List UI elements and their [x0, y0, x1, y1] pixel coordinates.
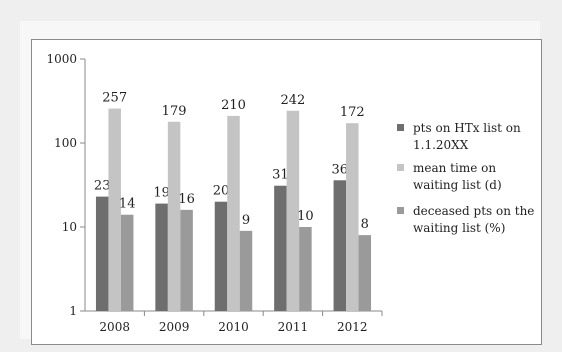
data-label: 210 [221, 98, 246, 113]
data-label: 10 [297, 209, 314, 224]
bar-2010-series-1 [214, 201, 228, 311]
bar-2011-series-3 [299, 227, 312, 311]
legend-label-1: 1.1.20XX [413, 138, 469, 152]
x-tick-label: 2012 [337, 320, 368, 334]
y-tick-label: 10 [62, 220, 77, 234]
y-tick-label: 1000 [46, 52, 77, 66]
data-label: 257 [102, 91, 127, 106]
data-label: 9 [242, 213, 250, 228]
chart-area: 1 10 100 1000 23 257 14 2008 19 179 16 2009 20 210 9 20… [31, 39, 542, 345]
legend-label-2: waiting list (d) [413, 178, 502, 192]
bar-2011-series-2 [286, 110, 300, 311]
legend-label-3: waiting list (%) [413, 221, 505, 235]
bar-2008-series-2 [108, 108, 121, 312]
x-tick-label: 2010 [218, 320, 249, 334]
bar-2008-series-1 [95, 196, 109, 311]
y-tick-label: 100 [54, 136, 77, 150]
legend-swatch-2 [397, 164, 404, 171]
bar-2009-series-1 [155, 203, 168, 311]
bar-2012-series-3 [358, 235, 372, 311]
data-label: 8 [361, 217, 369, 232]
legend-swatch-1 [397, 124, 404, 131]
bar-2009-series-3 [180, 209, 193, 311]
bar-2012-series-1 [333, 180, 347, 311]
bar-2012-series-2 [346, 123, 359, 311]
data-label: 23 [94, 179, 111, 194]
bar-2008-series-3 [120, 214, 134, 311]
data-label: 242 [280, 93, 305, 108]
bar-2009-series-2 [167, 121, 181, 311]
y-tick-label: 1 [69, 304, 77, 318]
data-label: 172 [340, 105, 365, 120]
bar-chart: 1 10 100 1000 23 257 14 2008 19 179 16 2009 20 210 9 20… [46, 52, 534, 334]
bar-2010-series-2 [227, 115, 240, 311]
data-label: 20 [213, 184, 230, 199]
bar-2011-series-1 [274, 185, 287, 311]
x-tick-label: 2011 [278, 320, 309, 334]
x-tick-label: 2008 [99, 320, 130, 334]
bar-2010-series-3 [239, 230, 253, 311]
legend-label-1: pts on HTx list on [413, 121, 521, 135]
legend-label-3: deceased pts on the [413, 204, 534, 218]
data-label: 31 [272, 168, 289, 183]
legend-label-2: mean time on [413, 161, 496, 175]
data-label: 179 [162, 104, 187, 119]
data-label: 16 [178, 192, 195, 207]
x-tick-label: 2009 [159, 320, 190, 334]
legend-swatch-3 [397, 207, 404, 214]
data-label: 36 [332, 162, 349, 177]
data-label: 19 [153, 186, 170, 201]
data-label: 14 [119, 197, 136, 212]
